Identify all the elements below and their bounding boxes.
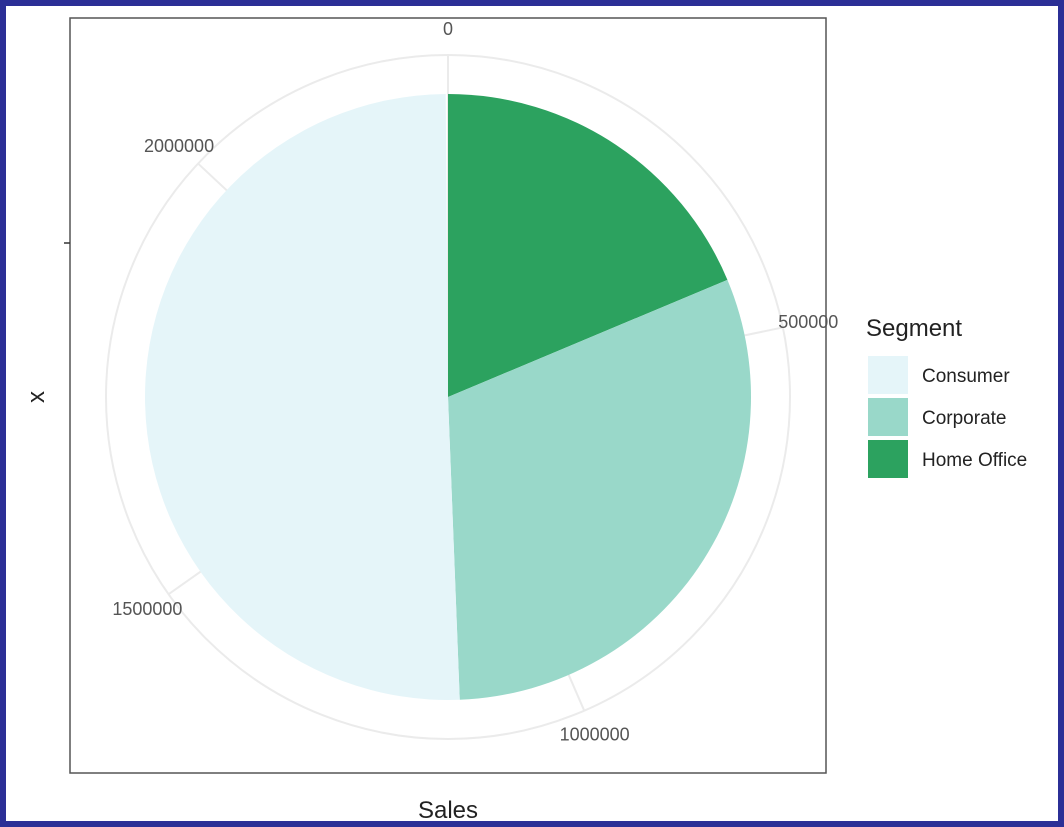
theta-tick-labels: 0 500000 1000000 1500000 2000000 — [112, 19, 838, 745]
legend-swatch-corporate — [868, 398, 908, 436]
legend: Consumer Corporate Home Office — [868, 356, 1027, 478]
theta-tick-label: 500000 — [778, 312, 838, 332]
slice-home-office — [448, 94, 728, 397]
theta-tick-label: 0 — [443, 19, 453, 39]
slice-corporate — [448, 279, 751, 700]
legend-swatch-consumer — [868, 356, 908, 394]
legend-label-consumer: Consumer — [922, 366, 1010, 387]
legend-swatch-home-office — [868, 440, 908, 478]
slice-consumer — [145, 94, 460, 700]
legend-title: Segment — [866, 315, 962, 342]
theta-tick-label: 1500000 — [112, 599, 182, 619]
legend-label-corporate: Corporate — [922, 408, 1007, 429]
pie-slices — [145, 94, 751, 700]
x-axis-title: Sales — [418, 797, 478, 824]
theta-tick-label: 1000000 — [560, 725, 630, 745]
theta-tick-label: 2000000 — [144, 136, 214, 156]
y-axis-title: x — [23, 391, 50, 403]
legend-label-home-office: Home Office — [922, 450, 1027, 471]
